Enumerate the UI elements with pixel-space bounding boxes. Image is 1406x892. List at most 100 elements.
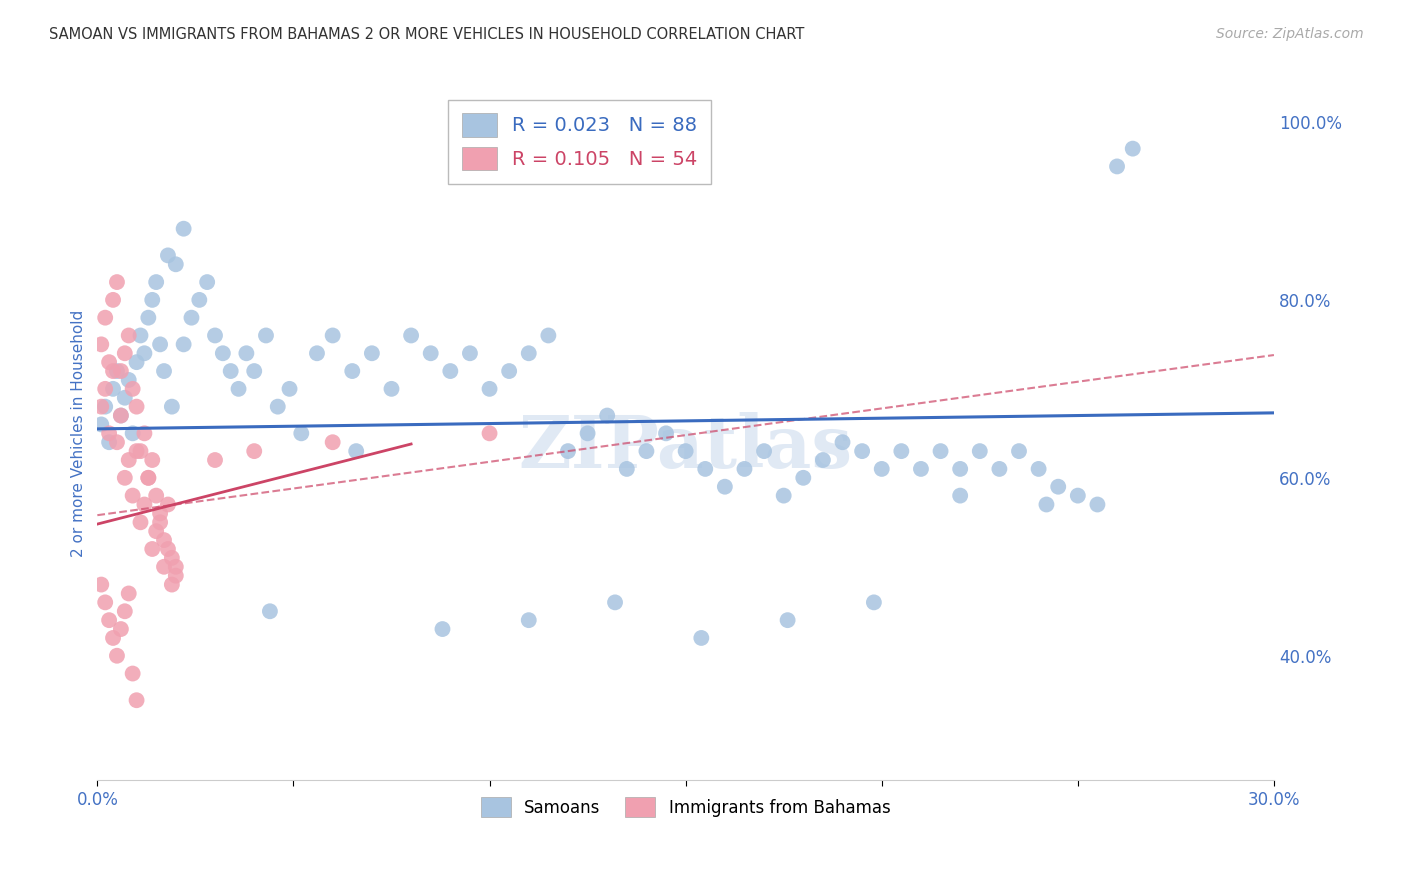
Point [149, 516, 172, 530]
Point [121, 666, 143, 681]
Point [156, 248, 179, 262]
Point [1035, 498, 1057, 512]
Point [195, 275, 218, 289]
Point [419, 346, 441, 360]
Point [145, 275, 167, 289]
Point [153, 364, 176, 378]
Point [811, 453, 834, 467]
Point [988, 462, 1011, 476]
Point [118, 328, 141, 343]
Point [101, 631, 124, 645]
Point [267, 400, 290, 414]
Point [863, 595, 886, 609]
Point [121, 489, 143, 503]
Point [259, 604, 281, 618]
Point [458, 346, 481, 360]
Point [105, 435, 128, 450]
Point [1087, 498, 1109, 512]
Point [94, 400, 117, 414]
Point [101, 382, 124, 396]
Point [94, 382, 117, 396]
Point [180, 310, 202, 325]
Point [478, 426, 501, 441]
Point [141, 293, 163, 307]
Point [145, 524, 167, 539]
Point [851, 444, 873, 458]
Point [105, 364, 128, 378]
Point [173, 337, 195, 351]
Point [138, 310, 160, 325]
Point [204, 453, 226, 467]
Point [165, 559, 187, 574]
Point [219, 364, 242, 378]
Point [517, 613, 540, 627]
Point [90, 417, 112, 432]
Point [125, 400, 148, 414]
Point [153, 533, 176, 547]
Point [121, 426, 143, 441]
Point [498, 364, 520, 378]
Point [831, 435, 853, 450]
Text: SAMOAN VS IMMIGRANTS FROM BAHAMAS 2 OR MORE VEHICLES IN HOUSEHOLD CORRELATION CH: SAMOAN VS IMMIGRANTS FROM BAHAMAS 2 OR M… [49, 27, 804, 42]
Point [305, 346, 328, 360]
Point [149, 507, 172, 521]
Point [110, 622, 132, 636]
Point [98, 435, 121, 450]
Point [228, 382, 250, 396]
Point [114, 471, 136, 485]
Point [149, 337, 172, 351]
Point [101, 364, 124, 378]
Point [98, 355, 121, 369]
Point [98, 426, 121, 441]
Point [890, 444, 912, 458]
Point [772, 489, 794, 503]
Point [165, 257, 187, 271]
Point [399, 328, 422, 343]
Point [655, 426, 678, 441]
Point [596, 409, 619, 423]
Point [204, 328, 226, 343]
Point [156, 498, 179, 512]
Point [1028, 462, 1050, 476]
Point [235, 346, 257, 360]
Point [129, 328, 152, 343]
Point [603, 595, 626, 609]
Point [110, 364, 132, 378]
Point [98, 613, 121, 627]
Point [90, 577, 112, 591]
Point [173, 221, 195, 235]
Point [752, 444, 775, 458]
Point [129, 444, 152, 458]
Point [94, 310, 117, 325]
Point [910, 462, 932, 476]
Point [94, 595, 117, 609]
Point [160, 550, 183, 565]
Point [105, 648, 128, 663]
Point [118, 453, 141, 467]
Point [380, 382, 402, 396]
Point [690, 631, 713, 645]
Point [138, 471, 160, 485]
Point [165, 568, 187, 582]
Point [243, 444, 266, 458]
Point [432, 622, 454, 636]
Point [792, 471, 814, 485]
Point [1047, 480, 1070, 494]
Point [101, 293, 124, 307]
Point [517, 346, 540, 360]
Text: ZIPatlas: ZIPatlas [519, 412, 852, 483]
Point [733, 462, 755, 476]
Point [134, 498, 156, 512]
Point [576, 426, 599, 441]
Point [254, 328, 277, 343]
Point [360, 346, 382, 360]
Point [1105, 160, 1128, 174]
Point [870, 462, 893, 476]
Point [141, 541, 163, 556]
Point [616, 462, 638, 476]
Point [156, 541, 179, 556]
Point [145, 489, 167, 503]
Point [138, 471, 160, 485]
Point [125, 355, 148, 369]
Point [141, 453, 163, 467]
